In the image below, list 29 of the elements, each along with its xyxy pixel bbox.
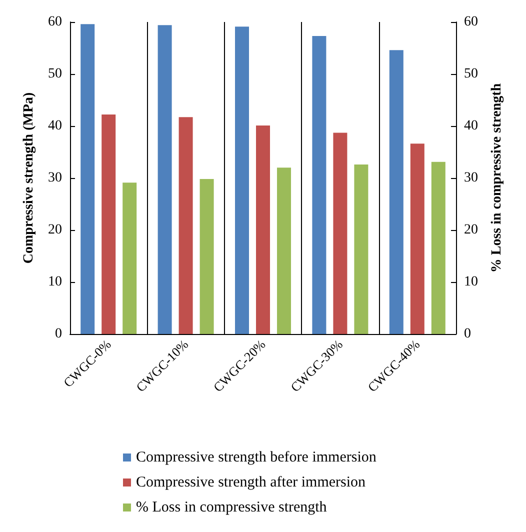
y2-tick-label: 60 bbox=[464, 14, 478, 30]
y-tick-label: 20 bbox=[48, 222, 62, 238]
y2-axis-title: % Loss in compressive strength bbox=[490, 83, 504, 273]
bar bbox=[80, 24, 95, 334]
y-tick-label: 60 bbox=[48, 14, 62, 30]
bar bbox=[235, 26, 249, 334]
legend-label: % Loss in compressive strength bbox=[136, 500, 328, 516]
y-tick-label: 10 bbox=[48, 274, 62, 290]
legend-label: Compressive strength before immersion bbox=[136, 450, 377, 466]
bar bbox=[410, 144, 424, 334]
y-axis-title: Compressive strength (MPa) bbox=[22, 92, 36, 264]
y2-tick-label: 0 bbox=[464, 326, 471, 342]
y2-tick-label: 10 bbox=[464, 274, 478, 290]
bar bbox=[178, 117, 193, 334]
y-tick-label: 50 bbox=[48, 66, 62, 82]
legend-label: Compressive strength after immersion bbox=[136, 474, 366, 490]
bar bbox=[312, 36, 326, 334]
y2-tick-label: 50 bbox=[464, 66, 478, 82]
y-tick-label: 40 bbox=[48, 118, 62, 134]
bar bbox=[102, 114, 116, 334]
bar bbox=[333, 132, 348, 334]
y-tick-label: 30 bbox=[48, 170, 62, 186]
bar bbox=[256, 125, 270, 334]
bar bbox=[389, 50, 404, 334]
bar bbox=[158, 25, 172, 334]
y-tick-label: 0 bbox=[55, 326, 62, 342]
y2-tick-label: 30 bbox=[464, 170, 478, 186]
y2-tick-label: 40 bbox=[464, 118, 478, 134]
y2-tick-label: 20 bbox=[464, 222, 478, 238]
